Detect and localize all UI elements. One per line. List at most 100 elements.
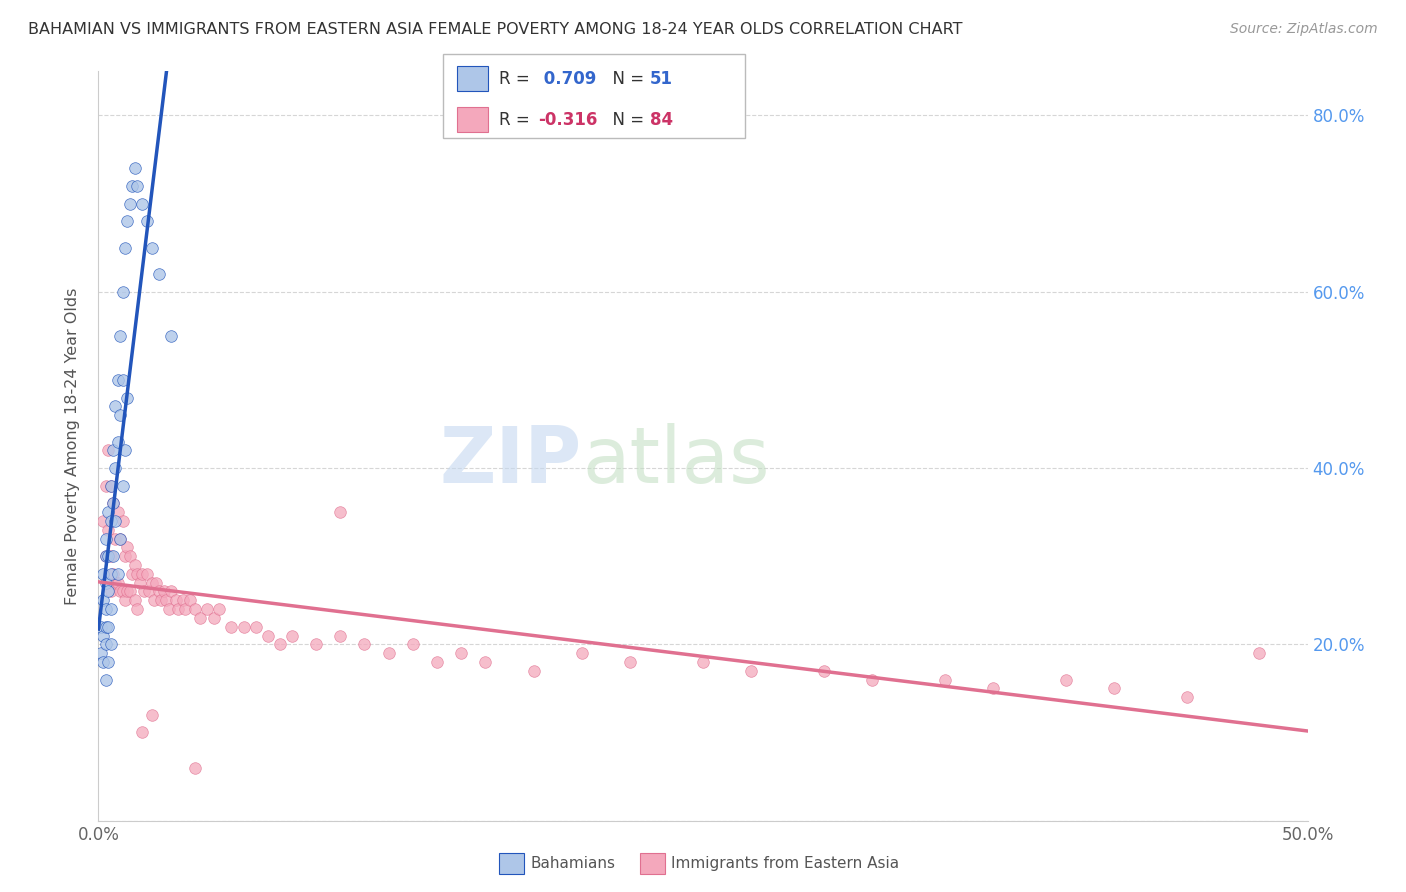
Point <box>118 584 141 599</box>
Text: 0.709: 0.709 <box>538 70 598 88</box>
Y-axis label: Female Poverty Among 18-24 Year Olds: Female Poverty Among 18-24 Year Olds <box>65 287 80 605</box>
Point <box>174 602 197 616</box>
Point <box>188 611 211 625</box>
Point <box>100 566 122 581</box>
Point <box>184 761 207 775</box>
Point <box>97 505 120 519</box>
Point <box>107 575 129 590</box>
Point <box>184 602 207 616</box>
Point <box>1175 690 1198 705</box>
Point <box>100 514 122 528</box>
Point <box>245 620 267 634</box>
Point <box>117 584 139 599</box>
Point <box>131 725 153 739</box>
Point <box>101 549 124 564</box>
Point <box>101 496 124 510</box>
Point <box>740 664 762 678</box>
Point <box>91 593 114 607</box>
Point <box>117 541 139 555</box>
Point <box>97 655 120 669</box>
Point <box>107 505 129 519</box>
Point <box>172 593 194 607</box>
Point <box>141 707 163 722</box>
Point <box>101 566 124 581</box>
Point <box>94 673 117 687</box>
Point <box>128 575 150 590</box>
Point <box>474 655 496 669</box>
Point <box>523 664 546 678</box>
Point <box>450 646 472 660</box>
Text: N =: N = <box>602 111 650 128</box>
Point <box>232 620 254 634</box>
Point <box>117 214 139 228</box>
Text: R =: R = <box>499 111 536 128</box>
Point <box>127 566 149 581</box>
Point <box>90 620 112 634</box>
Point <box>97 620 120 634</box>
Point <box>104 532 127 546</box>
Point <box>1054 673 1077 687</box>
Point <box>195 602 218 616</box>
Point <box>143 593 166 607</box>
Point <box>124 558 146 572</box>
Text: Source: ZipAtlas.com: Source: ZipAtlas.com <box>1230 22 1378 37</box>
Point <box>118 196 141 211</box>
Text: atlas: atlas <box>582 423 769 499</box>
Point <box>91 514 114 528</box>
Point <box>934 673 956 687</box>
Point <box>94 478 117 492</box>
Point <box>94 532 117 546</box>
Point <box>94 637 117 651</box>
Point <box>148 584 170 599</box>
Point <box>571 646 593 660</box>
Point <box>104 400 127 414</box>
Point <box>329 628 352 642</box>
Point <box>402 637 425 651</box>
Point <box>305 637 328 651</box>
Point <box>90 646 112 660</box>
Point <box>108 532 131 546</box>
Point <box>100 602 122 616</box>
Point <box>131 566 153 581</box>
Point <box>97 443 120 458</box>
Point <box>94 575 117 590</box>
Point <box>281 628 304 642</box>
Point <box>108 584 131 599</box>
Point <box>981 681 1004 696</box>
Text: Bahamians: Bahamians <box>530 856 614 871</box>
Point <box>692 655 714 669</box>
Point <box>138 584 160 599</box>
Text: -0.316: -0.316 <box>538 111 598 128</box>
Point <box>124 161 146 176</box>
Point <box>114 241 136 255</box>
Point <box>167 602 190 616</box>
Point <box>127 178 149 193</box>
Point <box>104 461 127 475</box>
Point <box>111 373 134 387</box>
Point <box>97 523 120 537</box>
Point <box>101 443 124 458</box>
Point <box>150 593 173 607</box>
Point <box>100 478 122 492</box>
Text: BAHAMIAN VS IMMIGRANTS FROM EASTERN ASIA FEMALE POVERTY AMONG 18-24 YEAR OLDS CO: BAHAMIAN VS IMMIGRANTS FROM EASTERN ASIA… <box>28 22 963 37</box>
Point <box>145 575 167 590</box>
Text: 84: 84 <box>650 111 672 128</box>
Point <box>134 584 156 599</box>
Point <box>94 549 117 564</box>
Point <box>100 549 122 564</box>
Text: R =: R = <box>499 70 536 88</box>
Point <box>97 584 120 599</box>
Point <box>179 593 201 607</box>
Point <box>107 434 129 449</box>
Point <box>104 575 127 590</box>
Point <box>269 637 291 651</box>
Point <box>91 628 114 642</box>
Point <box>377 646 399 660</box>
Point <box>104 514 127 528</box>
Point <box>100 478 122 492</box>
Point <box>91 566 114 581</box>
Point <box>1102 681 1125 696</box>
Point <box>1249 646 1271 660</box>
Point <box>111 514 134 528</box>
Point <box>256 628 278 642</box>
